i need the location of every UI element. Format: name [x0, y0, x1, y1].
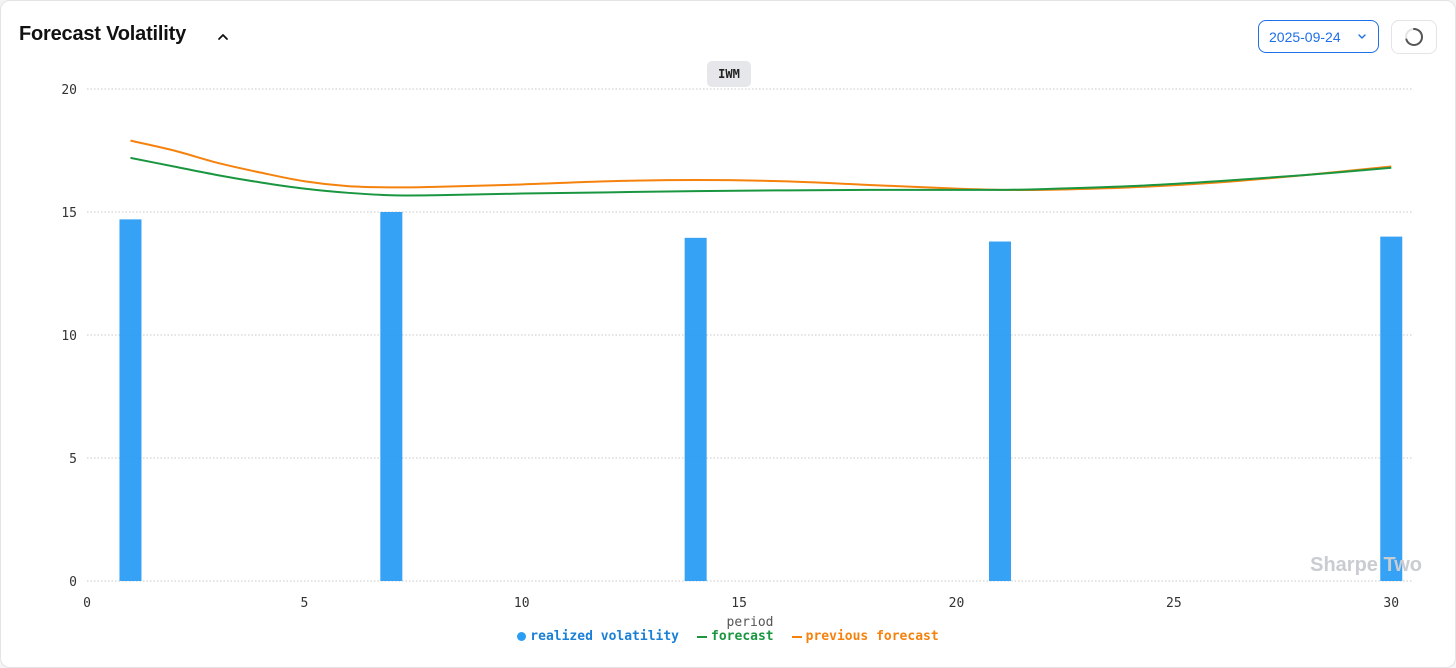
chart-legend: realized volatility forecast previous fo…	[0, 629, 1456, 644]
page-title: Forecast Volatility	[19, 23, 186, 45]
x-tick-label: 10	[514, 596, 530, 611]
chevron-down-icon	[1358, 34, 1366, 39]
chevron-up-icon	[218, 34, 228, 40]
forecast-line[interactable]	[130, 156, 1392, 197]
y-tick-label: 5	[69, 452, 77, 467]
watermark-text: Sharpe Two	[1310, 554, 1422, 576]
date-select[interactable]: 2025-09-24	[1258, 20, 1379, 53]
legend-item-realized-volatility[interactable]: realized volatility	[517, 629, 679, 644]
x-tick-label: 5	[300, 596, 308, 611]
y-tick-label: 10	[61, 329, 77, 344]
legend-item-forecast[interactable]: forecast	[697, 629, 774, 644]
realized-volatility-bar[interactable]	[119, 219, 142, 581]
previous-forecast-line[interactable]	[130, 139, 1392, 192]
realized-volatility-bar[interactable]	[988, 241, 1011, 581]
legend-label-previous-forecast: previous forecast	[805, 629, 939, 644]
x-tick-label: 0	[83, 596, 91, 611]
x-tick-label: 25	[1166, 596, 1182, 611]
legend-item-previous-forecast[interactable]: previous forecast	[791, 629, 939, 644]
x-tick-label: 20	[949, 596, 965, 611]
y-tick-label: 0	[69, 575, 77, 590]
x-axis-title: period	[727, 615, 774, 630]
legend-marker-forecast	[697, 635, 708, 638]
legend-label-forecast: forecast	[711, 629, 774, 644]
x-tick-label: 15	[731, 596, 747, 611]
realized-volatility-bar[interactable]	[380, 212, 403, 581]
legend-label-realized: realized volatility	[530, 629, 680, 644]
legend-marker-realized	[517, 632, 527, 641]
x-tick-label: 30	[1383, 596, 1399, 611]
y-tick-label: 20	[61, 83, 77, 98]
ticker-badge: IWM	[707, 61, 751, 87]
date-select-value: 2025-09-24	[1269, 28, 1341, 45]
realized-volatility-bar[interactable]	[1380, 236, 1403, 581]
legend-marker-previous-forecast	[791, 635, 802, 638]
refresh-button[interactable]	[1391, 20, 1437, 54]
collapse-button[interactable]	[211, 25, 235, 49]
loading-spinner-icon	[1405, 28, 1423, 46]
realized-volatility-bar[interactable]	[684, 237, 707, 581]
y-tick-label: 15	[61, 206, 77, 221]
